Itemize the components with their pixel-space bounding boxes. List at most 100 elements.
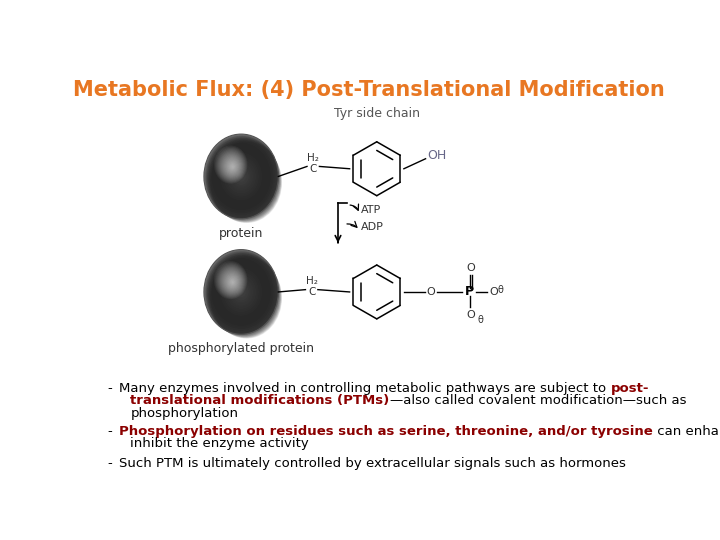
Ellipse shape [210,141,282,222]
Ellipse shape [215,261,268,322]
Ellipse shape [234,168,248,185]
Ellipse shape [207,138,280,221]
Ellipse shape [225,157,239,174]
Ellipse shape [230,164,234,168]
Text: O: O [489,287,498,297]
Ellipse shape [212,143,271,211]
Ellipse shape [218,150,244,180]
Ellipse shape [209,255,281,337]
Ellipse shape [230,280,234,284]
Ellipse shape [226,160,238,172]
Ellipse shape [229,163,253,190]
Ellipse shape [204,250,279,335]
Ellipse shape [208,254,280,336]
Ellipse shape [211,142,282,223]
Ellipse shape [216,264,246,297]
Ellipse shape [222,270,261,314]
Ellipse shape [204,134,279,219]
Ellipse shape [210,256,282,338]
Ellipse shape [223,272,240,291]
Ellipse shape [205,136,279,220]
Ellipse shape [237,171,246,181]
Ellipse shape [234,284,248,300]
Ellipse shape [222,155,240,176]
Ellipse shape [232,166,250,187]
Ellipse shape [232,281,233,283]
Ellipse shape [220,153,243,178]
Ellipse shape [225,273,258,310]
Text: -: - [107,425,112,438]
Ellipse shape [219,151,243,179]
Ellipse shape [205,251,276,333]
Text: inhibit the enzyme activity: inhibit the enzyme activity [130,437,309,450]
Ellipse shape [220,153,262,200]
Ellipse shape [207,254,280,336]
Ellipse shape [220,268,243,294]
Ellipse shape [210,140,281,222]
Ellipse shape [228,161,254,192]
Ellipse shape [208,139,274,214]
Ellipse shape [238,288,244,295]
Ellipse shape [230,165,251,188]
Ellipse shape [207,253,280,336]
Ellipse shape [219,151,264,202]
Text: phosphorylated protein: phosphorylated protein [168,342,314,355]
Ellipse shape [225,158,258,195]
Ellipse shape [232,282,250,302]
Ellipse shape [205,251,279,335]
Text: OH: OH [427,149,446,162]
Ellipse shape [213,144,269,208]
Text: Phosphorylation on residues such as serine, threonine, and/or tyrosine: Phosphorylation on residues such as seri… [120,425,653,438]
Ellipse shape [218,266,244,295]
Ellipse shape [232,166,233,167]
Ellipse shape [230,163,235,170]
Text: O: O [466,262,475,273]
Ellipse shape [205,251,279,335]
Ellipse shape [210,141,282,222]
Ellipse shape [217,149,245,181]
Ellipse shape [208,255,274,329]
Ellipse shape [217,265,265,319]
Text: ATP: ATP [361,205,382,214]
Ellipse shape [207,253,275,331]
Ellipse shape [207,137,279,220]
Text: Metabolic Flux: (4) Post-Translational Modification: Metabolic Flux: (4) Post-Translational M… [73,80,665,100]
Ellipse shape [228,162,236,171]
Ellipse shape [216,148,246,182]
Ellipse shape [210,256,272,328]
Ellipse shape [209,140,281,221]
Text: θ: θ [477,315,483,325]
Ellipse shape [225,274,238,289]
Text: phosphorylation: phosphorylation [130,407,238,420]
Ellipse shape [240,175,243,178]
Ellipse shape [223,156,240,175]
Ellipse shape [226,275,256,309]
Ellipse shape [220,268,262,316]
Ellipse shape [212,258,271,326]
Ellipse shape [235,170,247,183]
Ellipse shape [217,150,265,204]
Ellipse shape [210,141,272,212]
Ellipse shape [228,276,237,287]
Ellipse shape [219,267,243,294]
Text: O: O [427,287,436,297]
Ellipse shape [215,147,247,183]
Ellipse shape [207,138,275,215]
Ellipse shape [216,147,266,205]
Ellipse shape [212,143,282,223]
Ellipse shape [207,138,280,220]
Ellipse shape [226,159,256,193]
Ellipse shape [235,285,247,299]
Ellipse shape [206,252,279,335]
Ellipse shape [221,269,242,293]
Ellipse shape [223,272,259,312]
Ellipse shape [204,249,279,334]
Ellipse shape [225,273,239,290]
Ellipse shape [221,154,242,177]
Ellipse shape [213,260,269,324]
Text: H₂
C: H₂ C [307,153,319,174]
Ellipse shape [208,139,280,221]
Ellipse shape [225,158,238,173]
Ellipse shape [204,134,279,219]
Ellipse shape [217,265,245,296]
